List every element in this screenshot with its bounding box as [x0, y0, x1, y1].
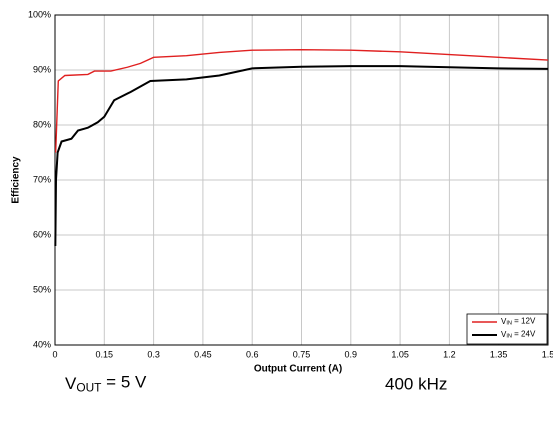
y-axis-label: Efficiency	[11, 156, 22, 204]
y-tick-label: 40%	[33, 339, 51, 349]
y-tick-label: 70%	[33, 174, 51, 184]
y-tick-label: 80%	[33, 119, 51, 129]
x-tick-label: 1.05	[391, 349, 409, 359]
series-line	[54, 48, 549, 153]
series-line	[54, 65, 549, 247]
annotation: VOUT = 5 V	[65, 373, 147, 395]
x-tick-label: 1.5	[542, 349, 553, 359]
x-tick-label: 1.35	[490, 349, 508, 359]
x-tick-label: 0.15	[96, 349, 114, 359]
y-tick-label: 50%	[33, 284, 51, 294]
x-tick-label: 0.45	[194, 349, 212, 359]
x-tick-label: 0	[52, 349, 57, 359]
x-tick-label: 0.3	[147, 349, 160, 359]
legend-box	[466, 313, 548, 345]
y-tick-label: 60%	[33, 229, 51, 239]
x-axis-label: Output Current (A)	[254, 364, 342, 375]
legend-label: VIN = 12V	[501, 316, 536, 327]
legend-label: VIN = 24V	[501, 329, 536, 340]
x-tick-label: 0.75	[293, 349, 311, 359]
x-tick-label: 0.6	[246, 349, 259, 359]
y-tick-label: 100%	[28, 9, 51, 19]
x-tick-label: 1.2	[443, 349, 456, 359]
annotation: 400 kHz	[385, 374, 447, 393]
x-tick-label: 0.9	[345, 349, 358, 359]
y-tick-label: 90%	[33, 64, 51, 74]
